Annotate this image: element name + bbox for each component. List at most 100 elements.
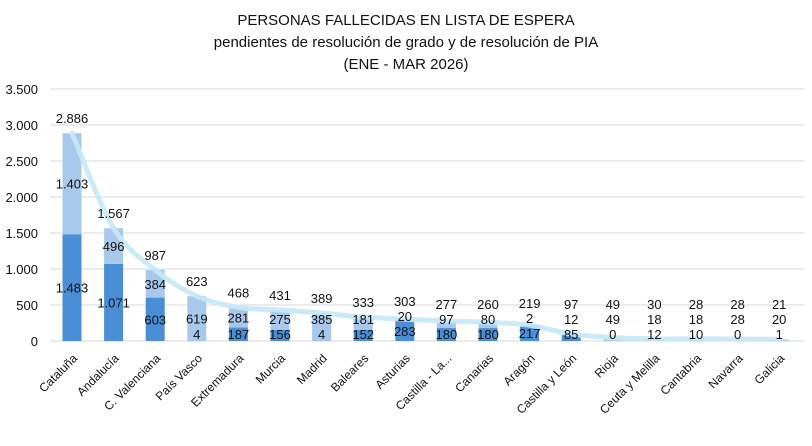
y-tick-label: 1.000 <box>5 262 38 277</box>
total-label: 97 <box>564 297 578 312</box>
total-label: 623 <box>186 274 208 289</box>
bar-segment-1 <box>478 328 498 341</box>
total-label: 2.886 <box>56 111 89 126</box>
y-tick-label: 3.500 <box>5 82 38 97</box>
segment-label-2: 20 <box>398 309 412 324</box>
segment-label-2: 18 <box>647 312 661 327</box>
segment-label-2: 275 <box>269 312 291 327</box>
x-tick-label: Rioja <box>592 351 621 380</box>
segment-label-2: 97 <box>439 312 453 327</box>
x-tick-label: Aragón <box>500 351 537 388</box>
bar-segment-2 <box>228 307 248 328</box>
segment-label-2: 385 <box>311 312 333 327</box>
segment-label-2: 181 <box>352 312 374 327</box>
segment-label-2: 281 <box>228 310 250 325</box>
segment-label-2: 20 <box>772 312 786 327</box>
x-tick-label: Navarra <box>706 351 746 391</box>
total-label: 28 <box>689 297 703 312</box>
segment-label-1: 10 <box>689 327 703 342</box>
x-tick-label: Asturias <box>372 351 413 392</box>
segment-label-1: 0 <box>609 327 616 342</box>
segment-label-1: 0 <box>734 327 741 342</box>
segment-label-2: 384 <box>144 277 166 292</box>
gridlines <box>50 88 805 342</box>
y-tick-label: 2.000 <box>5 190 38 205</box>
segment-label-1: 180 <box>436 327 458 342</box>
segment-label-2: 49 <box>606 312 620 327</box>
total-label: 389 <box>311 291 333 306</box>
total-label: 468 <box>228 285 250 300</box>
total-label: 28 <box>730 297 744 312</box>
bar-segment-2 <box>270 309 290 330</box>
segment-label-1: 1 <box>776 327 783 342</box>
segment-label-2: 2 <box>526 311 533 326</box>
x-tick-label: Canarias <box>452 351 496 395</box>
x-tick-label: Baleares <box>328 351 371 394</box>
segment-label-1: 1.071 <box>97 295 130 310</box>
total-label: 30 <box>647 297 661 312</box>
segment-label-2: 1.403 <box>56 177 89 192</box>
bar-segment-1 <box>145 297 165 341</box>
segment-label-1: 4 <box>193 327 200 342</box>
segment-label-1: 180 <box>477 327 499 342</box>
bar-segment-2 <box>312 312 332 341</box>
bar-segment-2 <box>62 133 82 235</box>
total-label: 219 <box>519 296 541 311</box>
segment-label-2: 12 <box>564 312 578 327</box>
y-tick-label: 1.500 <box>5 226 38 241</box>
x-tick-label: Galicia <box>751 351 787 387</box>
total-label: 303 <box>394 294 416 309</box>
segment-label-1: 603 <box>144 312 166 327</box>
total-label: 1.567 <box>97 206 130 221</box>
bar-segment-1 <box>520 325 540 341</box>
trend-line <box>69 130 782 342</box>
total-label: 260 <box>477 297 499 312</box>
bar-segment-1 <box>228 327 248 341</box>
bar-segment-1 <box>62 234 82 341</box>
segment-label-2: 619 <box>186 311 208 326</box>
segment-label-1: 187 <box>228 327 250 342</box>
segment-label-2: 18 <box>689 312 703 327</box>
total-label: 987 <box>144 248 166 263</box>
y-tick-label: 500 <box>16 298 38 313</box>
bar-segment-1 <box>353 330 373 341</box>
bar-segment-1 <box>270 329 290 341</box>
bar-segment-2 <box>187 296 207 341</box>
chart-period: (ENE - MAR 2026) <box>343 56 469 73</box>
total-label: 49 <box>606 297 620 312</box>
x-tick-label: Cantabria <box>657 351 704 398</box>
total-label: 21 <box>772 297 786 312</box>
segment-label-1: 152 <box>352 327 374 342</box>
segment-label-2: 28 <box>730 312 744 327</box>
y-tick-label: 0 <box>31 334 38 349</box>
bars <box>62 133 789 341</box>
bar-segment-1 <box>436 328 456 341</box>
bar-segment-2 <box>478 322 498 329</box>
trend <box>69 130 782 342</box>
chart-subtitle: pendientes de resolución de grado y de r… <box>213 34 599 51</box>
bar-segment-2 <box>436 321 456 329</box>
chart-title: PERSONAS FALLECIDAS EN LISTA DE ESPERA <box>237 12 575 29</box>
bar-segment-1 <box>395 320 415 341</box>
segment-label-1: 4 <box>318 327 325 342</box>
total-label: 333 <box>352 295 374 310</box>
x-tick-label: Madrid <box>294 351 330 387</box>
bar-segment-1 <box>561 334 581 341</box>
segment-label-2: 80 <box>481 312 495 327</box>
segment-label-1: 12 <box>647 327 661 342</box>
segment-label-1: 156 <box>269 327 291 342</box>
segment-label-1: 1.483 <box>56 281 89 296</box>
bar-segment-1 <box>104 263 124 341</box>
total-label: 431 <box>269 288 291 303</box>
segment-label-2: 496 <box>103 239 125 254</box>
y-tick-label: 3.000 <box>5 118 38 133</box>
segment-label-1: 283 <box>394 324 416 339</box>
x-tick-label: Murcia <box>253 351 289 387</box>
bar-segment-2 <box>353 317 373 331</box>
total-label: 277 <box>436 297 458 312</box>
y-tick-label: 2.500 <box>5 154 38 169</box>
segment-label-1: 85 <box>564 327 578 342</box>
segment-label-1: 217 <box>519 326 541 341</box>
